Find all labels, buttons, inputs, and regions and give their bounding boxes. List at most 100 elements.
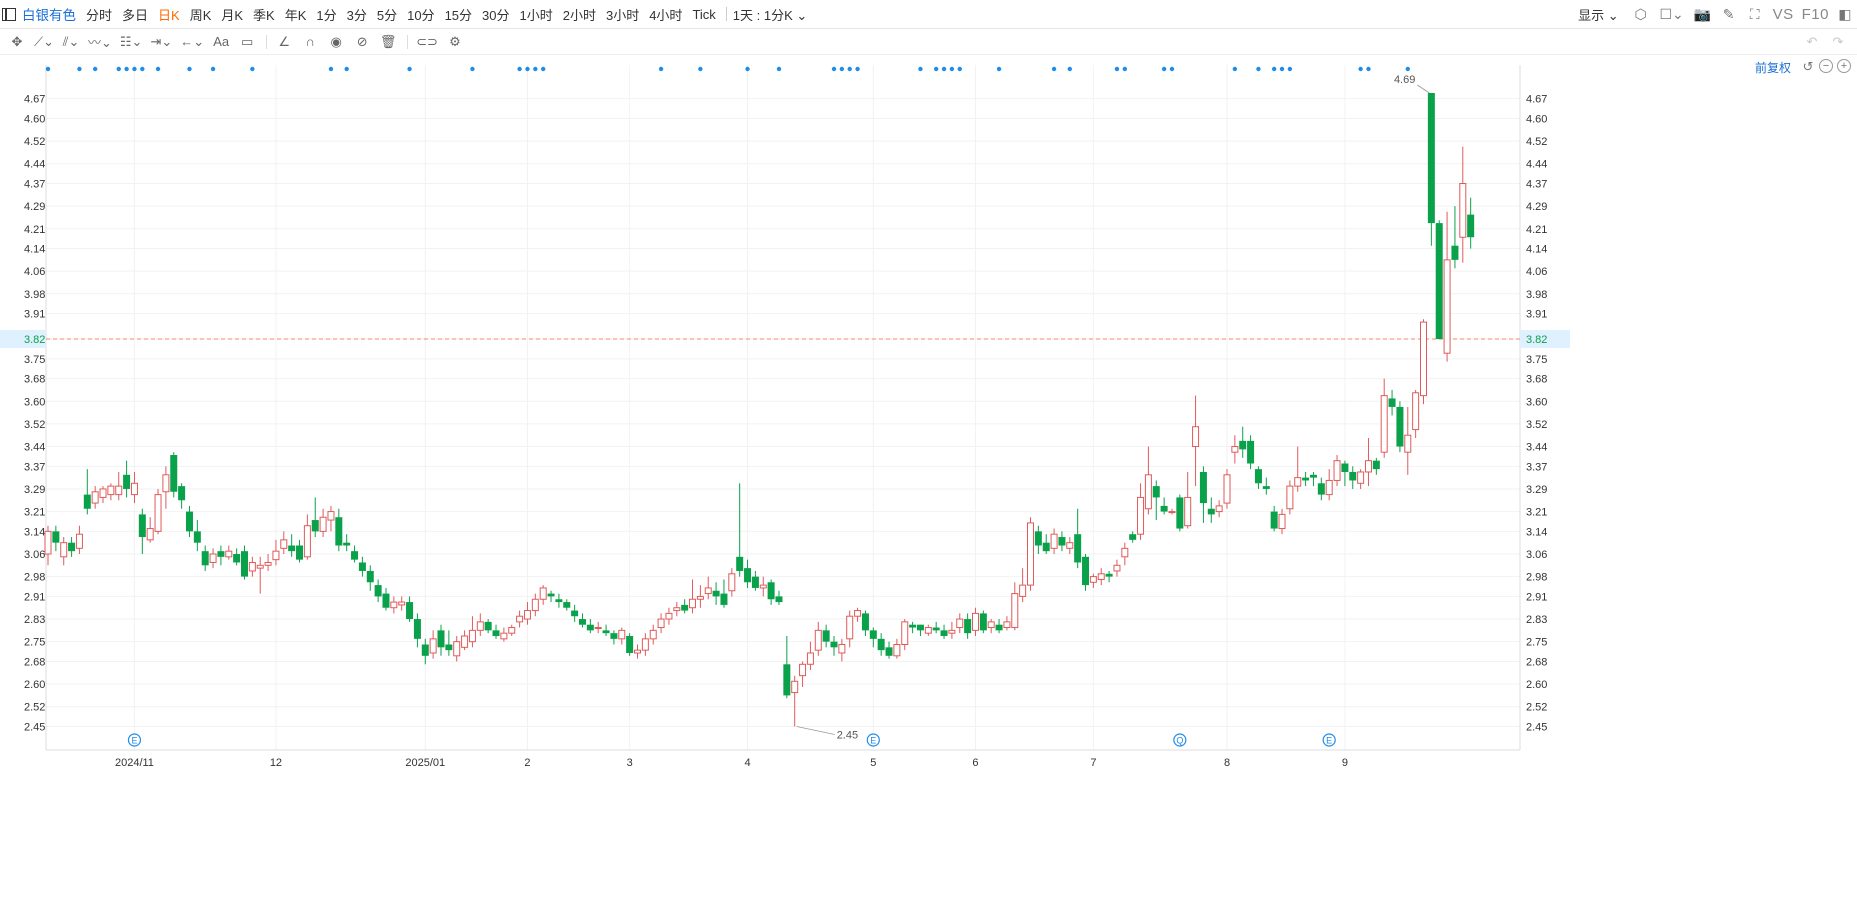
event-dot — [328, 66, 334, 72]
cursor-move-icon[interactable]: ✥ — [11, 33, 23, 49]
period-tab[interactable]: 10分 — [407, 7, 435, 23]
candle-body-up — [107, 485, 115, 496]
y-tick-label-right: 3.21 — [1526, 507, 1547, 519]
period-tab[interactable]: 3分 — [346, 7, 367, 23]
x-tick-label: 2025/01 — [405, 757, 445, 769]
candle-body-up — [468, 629, 476, 643]
period-tab[interactable]: 年K — [284, 7, 307, 23]
comment-icon[interactable]: ▭ — [241, 33, 254, 49]
candle-body-down — [822, 630, 830, 642]
display-menu[interactable]: 显示 ⌄ — [1578, 5, 1619, 24]
wave-icon[interactable]: 〰⌄ — [88, 35, 112, 50]
y-tick-label-right: 2.91 — [1526, 591, 1547, 603]
candle-body-up — [791, 680, 799, 694]
zoom-out-icon[interactable]: − — [1819, 59, 1833, 73]
candle-body-up — [1420, 321, 1427, 397]
event-dot — [1279, 66, 1285, 72]
channel-icon[interactable]: ⫽⌄ — [62, 33, 80, 49]
y-tick-label-right: 4.37 — [1526, 179, 1547, 191]
event-dot — [1114, 66, 1120, 72]
hide-icon[interactable]: ⊘ — [356, 33, 368, 49]
candle-body-up — [665, 612, 673, 620]
reset-icon[interactable]: ↺ — [1802, 58, 1814, 74]
trash-icon[interactable]: 🗑 — [379, 33, 397, 49]
candle-body-up — [1027, 522, 1034, 586]
period-tab[interactable]: 周K — [189, 7, 212, 23]
arrow-range-icon[interactable]: ⇥⌄ — [150, 33, 173, 49]
event-marker-label: E — [1326, 736, 1332, 746]
price-adjust-button[interactable]: 前复权 — [1754, 61, 1791, 75]
candle-body-up — [248, 561, 256, 572]
candle-body-up — [272, 550, 280, 561]
fib-icon[interactable]: ☷⌄ — [119, 33, 143, 49]
y-tick-label-left: 4.52 — [24, 136, 45, 148]
arrow-left-icon[interactable]: ←⌄ — [180, 33, 205, 49]
fullscreen-icon[interactable]: ⛶ — [1749, 6, 1760, 22]
toolbar-divider — [266, 34, 268, 49]
period-tab[interactable]: 4小时 — [649, 7, 683, 23]
y-tick-label-right: 3.29 — [1526, 484, 1547, 496]
event-dot — [658, 66, 664, 72]
redo-icon[interactable]: ↷ — [1832, 34, 1844, 49]
event-dot — [831, 66, 837, 72]
y-tick-label-right: 4.60 — [1526, 113, 1547, 125]
candle-body-down — [185, 511, 193, 532]
event-dot — [210, 66, 216, 72]
x-tick-label: 4 — [744, 757, 750, 769]
zoom-in-icon[interactable]: + — [1837, 59, 1851, 73]
candle-body-down — [484, 621, 492, 631]
panel-toggle-icon[interactable]: ◧ — [1838, 6, 1852, 22]
sidebar-toggle-icon[interactable] — [2, 7, 16, 21]
y-tick-label-left: 4.14 — [24, 244, 45, 256]
candle-body-down — [869, 630, 877, 639]
angle-icon[interactable]: ∠ — [278, 33, 290, 49]
period-tab[interactable]: 5分 — [376, 7, 398, 23]
custom-period-selector[interactable]: 1天 : 1分K ⌄ — [733, 5, 808, 24]
camera-icon[interactable]: 📷 — [1693, 6, 1712, 22]
candle-body-down — [1270, 511, 1278, 529]
symbol-name[interactable]: 白银有色 — [22, 8, 76, 23]
candle-body-down — [563, 602, 571, 608]
vs-button[interactable]: VS — [1772, 6, 1794, 23]
period-tab[interactable]: 季K — [253, 7, 275, 23]
candle-body-down — [1082, 556, 1090, 586]
candle-body-down — [1042, 542, 1050, 552]
candle-body-down — [233, 553, 241, 563]
candle-body-up — [1184, 496, 1192, 527]
settings-hex-icon[interactable]: ⬡ — [1634, 6, 1647, 22]
candle-body-down — [343, 542, 351, 546]
period-tab[interactable]: 1小时 — [519, 7, 553, 23]
period-tab[interactable]: 多日 — [122, 7, 149, 23]
settings-icon[interactable]: ⚙ — [449, 33, 461, 49]
pen-icon[interactable]: ✎ — [1722, 6, 1735, 22]
period-tab[interactable]: 日K — [158, 7, 180, 23]
layout-icon[interactable]: ☐⌄ — [1659, 6, 1684, 22]
candle-body-down — [1034, 531, 1042, 546]
period-tab[interactable]: 2小时 — [562, 7, 596, 23]
text-icon[interactable]: Aa — [213, 34, 230, 49]
candle-body-down — [1152, 486, 1160, 498]
period-tab[interactable]: 1分 — [316, 7, 337, 23]
candle-body-down — [296, 545, 304, 560]
candle-body-down — [1388, 398, 1396, 407]
magnet-icon[interactable]: ∩ — [305, 34, 315, 49]
compare-icon[interactable]: ⊂⊃ — [416, 33, 438, 49]
candle-body-up — [1357, 471, 1365, 484]
period-tab[interactable]: 15分 — [444, 7, 473, 23]
undo-icon[interactable]: ↶ — [1806, 34, 1818, 49]
candle-body-down — [1254, 469, 1262, 484]
event-dot — [1169, 66, 1175, 72]
period-tab[interactable]: 月K — [221, 7, 244, 23]
f10-button[interactable]: F10 — [1801, 6, 1829, 23]
kline-svg[interactable]: 2.45 2.45 2.52 2.52 2.60 2.60 2.68 2.68 2.75 2.75… — [0, 55, 1857, 915]
eye-icon[interactable]: ◉ — [330, 33, 342, 49]
period-tab[interactable]: 30分 — [482, 7, 510, 23]
y-tick-label-left: 3.29 — [24, 484, 45, 496]
y-tick-label-left: 3.37 — [24, 461, 45, 473]
period-tab[interactable]: Tick — [692, 6, 716, 22]
kline-chart[interactable]: 2.45 2.45 2.52 2.52 2.60 2.60 2.68 2.68 2.75 2.75… — [0, 55, 1857, 915]
trend-line-icon[interactable]: ⟋⌄ — [34, 33, 54, 49]
x-tick-label: 3 — [627, 757, 633, 769]
period-tab[interactable]: 分时 — [86, 7, 113, 23]
period-tab[interactable]: 3小时 — [605, 7, 640, 23]
